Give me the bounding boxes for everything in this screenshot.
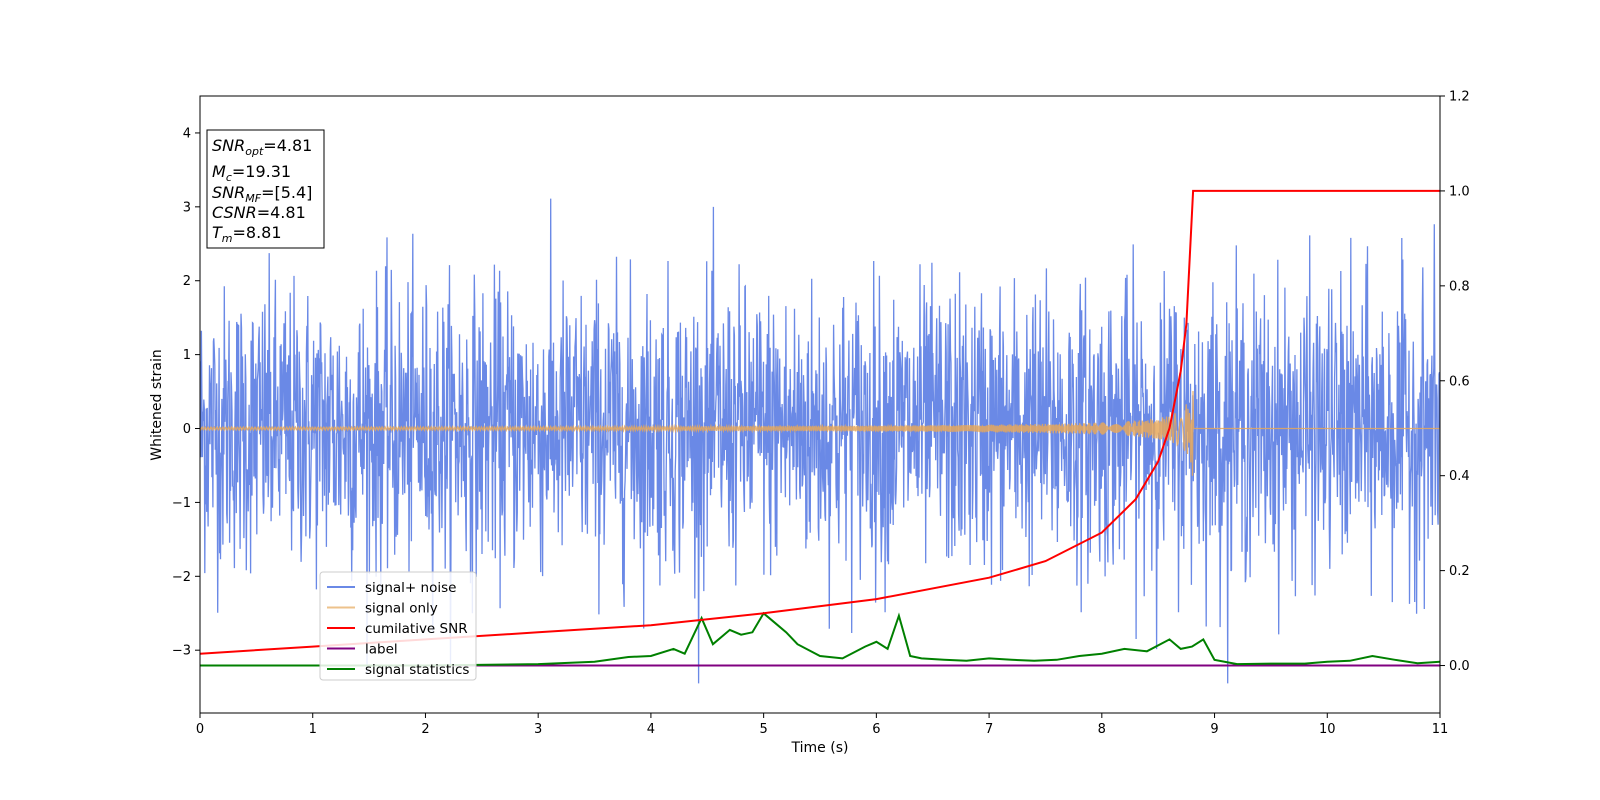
annotation-line: CSNR=4.81 [212, 203, 306, 222]
left-y-tick-label: 2 [183, 274, 191, 289]
legend-box [319, 571, 477, 681]
right-y-tick-label: 0.0 [1449, 659, 1470, 674]
annotation-line: Tm=8.81 [212, 223, 282, 245]
cumulative-snr-line [200, 189, 1440, 655]
legend-entry: label [365, 642, 398, 658]
left-y-tick-label: −3 [172, 644, 191, 659]
annotation-line: SNRMF=[5.4] [212, 183, 312, 205]
signal-only-line [200, 391, 1440, 476]
x-tick-label: 1 [309, 722, 317, 737]
cumulative-snr-series [200, 189, 1440, 655]
x-tick-label: 0 [196, 722, 204, 737]
right-y-tick-label: 1.0 [1449, 184, 1470, 199]
x-tick-label: 8 [1098, 722, 1106, 737]
left-y-axis-ticks: −3 −2 −1 0 1 2 3 4 [172, 126, 200, 659]
x-tick-label: 6 [872, 722, 880, 737]
x-tick-label: 11 [1432, 722, 1449, 737]
signal-noise-series [200, 198, 1440, 684]
x-tick-label: 5 [759, 722, 767, 737]
right-y-tick-label: 0.2 [1449, 564, 1470, 579]
annotation-line: Mc=19.31 [212, 162, 291, 184]
legend-entry: cumilative SNR [365, 621, 468, 637]
left-y-tick-label: 4 [183, 126, 191, 141]
x-tick-label: 7 [985, 722, 993, 737]
left-y-tick-label: −1 [172, 496, 191, 511]
x-tick-label: 9 [1210, 722, 1218, 737]
legend-entry: signal only [365, 601, 438, 617]
right-y-tick-label: 1.2 [1449, 90, 1470, 105]
left-y-tick-label: 3 [183, 200, 191, 215]
parameters-annotation: SNRopt=4.81 Mc=19.31SNRMF=[5.4]CSNR=4.81T… [206, 129, 325, 249]
x-tick-label: 2 [421, 722, 429, 737]
x-axis-ticks: 0 1 2 3 4 5 6 7 8 9 10 11 [196, 713, 1448, 737]
right-y-tick-label: 0.6 [1449, 374, 1470, 389]
left-y-tick-label: 0 [183, 422, 191, 437]
right-y-tick-label: 0.8 [1449, 279, 1470, 294]
x-tick-label: 3 [534, 722, 542, 737]
left-y-tick-label: 1 [183, 348, 191, 363]
signal-only-series [200, 391, 1440, 476]
legend-entry: signal+ noise [365, 580, 456, 596]
y-axis-label: Whitened strain [149, 349, 165, 460]
signal-statistics-series [200, 611, 1440, 667]
x-axis-label: Time (s) [791, 740, 849, 756]
x-tick-label: 10 [1319, 722, 1336, 737]
annotation-line: SNRopt=4.81 [212, 136, 312, 158]
legend: signal+ noise signal only cumilative SNR la… [319, 571, 477, 681]
signal-statistics-line [200, 611, 1440, 667]
plot-frame [199, 95, 1441, 714]
right-y-tick-label: 0.4 [1449, 469, 1470, 484]
legend-entry: signal statistics [365, 662, 469, 678]
signal-noise-line [200, 198, 1440, 684]
left-y-tick-label: −2 [172, 570, 191, 585]
x-tick-label: 4 [647, 722, 655, 737]
annotation-box [206, 129, 325, 249]
right-y-axis-ticks: 0.0 0.2 0.4 0.6 0.8 1.0 1.2 [1440, 90, 1470, 674]
